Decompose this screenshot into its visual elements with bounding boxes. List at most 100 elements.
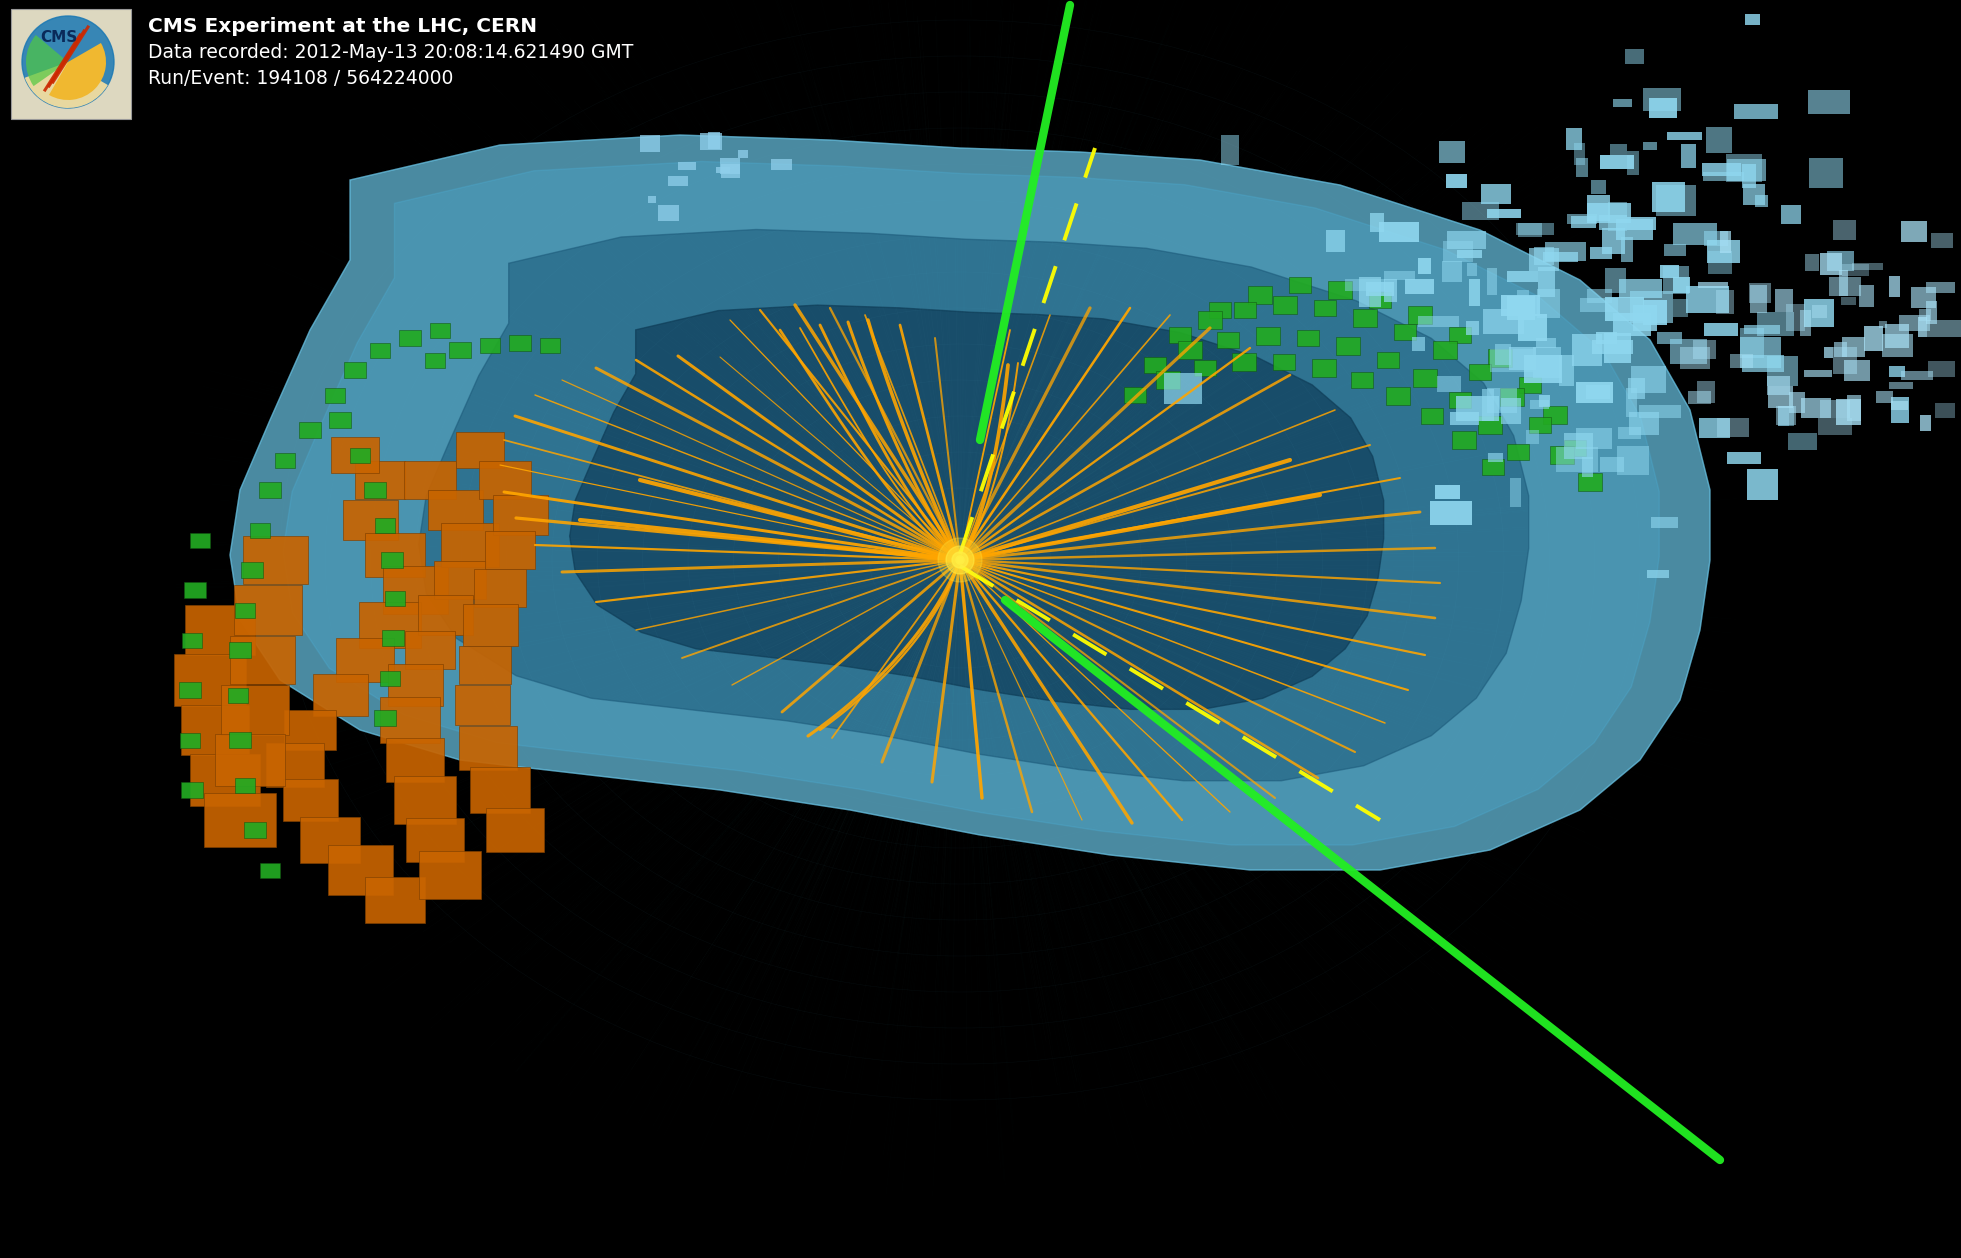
Bar [1743,184,1765,205]
Bar [1926,301,1937,323]
Bar [1859,284,1873,307]
Bar [184,605,255,655]
Bar [1910,287,1936,308]
Bar [1563,433,1594,459]
Bar [1879,321,1886,328]
Bar [1820,253,1841,276]
Bar [1649,98,1677,118]
Wedge shape [25,35,69,86]
Bar [1481,184,1512,204]
Bar [1824,346,1834,357]
Bar [669,176,688,186]
Bar [1775,289,1792,312]
Bar [1696,381,1714,403]
Bar [384,590,406,605]
Bar [1573,143,1584,165]
Bar [380,552,404,569]
Bar [1483,459,1504,476]
Bar [1647,570,1669,579]
Bar [1406,279,1433,294]
Bar [1818,418,1851,435]
Bar [1555,447,1598,472]
Bar [716,167,729,174]
Bar [1163,372,1202,404]
Bar [1704,323,1737,336]
Bar [1920,415,1932,431]
Bar [1655,185,1696,215]
Bar [1804,370,1832,377]
Wedge shape [25,62,108,108]
Bar [355,460,406,499]
Bar [1486,268,1498,294]
Bar [1567,214,1596,224]
Bar [1500,296,1539,316]
Bar [1788,392,1804,414]
Bar [1565,128,1583,151]
Bar [1545,242,1586,262]
Bar [1828,252,1855,270]
Bar [1630,292,1673,322]
Bar [1834,342,1847,357]
Bar [1928,361,1955,377]
Bar [1384,279,1398,302]
Bar [1726,452,1761,464]
Bar [1834,347,1857,375]
Bar [1198,311,1222,330]
Bar [1698,282,1728,288]
Bar [1418,258,1432,274]
Bar [1730,353,1753,369]
Bar [1932,234,1953,248]
Bar [1604,268,1626,293]
Bar [1926,282,1955,293]
Bar [1430,501,1471,525]
Bar [1596,332,1618,343]
Bar [1779,406,1794,426]
Bar [1328,281,1351,299]
Bar [1412,337,1426,351]
Bar [386,738,443,782]
Bar [1718,418,1749,437]
Bar [227,688,247,702]
Bar [1345,279,1384,291]
Bar [1377,352,1398,369]
Bar [1651,182,1684,213]
Bar [1433,341,1457,359]
Bar [1673,223,1718,245]
Bar [1702,162,1741,176]
Bar [243,536,308,584]
Bar [1739,337,1781,369]
Bar [180,732,200,747]
Polygon shape [229,135,1710,871]
Bar [1626,151,1639,175]
Bar [1747,469,1779,499]
Bar [300,816,361,863]
Bar [1469,279,1481,306]
Bar [1920,308,1930,321]
Bar [1612,99,1632,107]
Bar [1210,302,1232,318]
Bar [1435,486,1461,499]
Bar [1936,403,1955,418]
Bar [486,808,543,852]
Bar [1708,240,1739,263]
Bar [1573,335,1602,366]
Bar [1143,357,1167,374]
Bar [1702,171,1743,181]
Bar [406,818,465,862]
Bar [449,342,471,359]
Bar [459,726,518,770]
Bar [1463,201,1498,220]
Wedge shape [49,43,106,99]
Bar [1543,252,1579,263]
Bar [1586,289,1612,303]
Bar [1534,247,1555,265]
Bar [1688,391,1710,404]
Bar [1565,440,1586,455]
Bar [349,448,371,463]
Circle shape [945,546,975,574]
Bar [1586,204,1632,224]
Bar [1247,286,1273,304]
Bar [343,362,367,377]
Bar [329,413,351,428]
Bar [1222,135,1239,165]
